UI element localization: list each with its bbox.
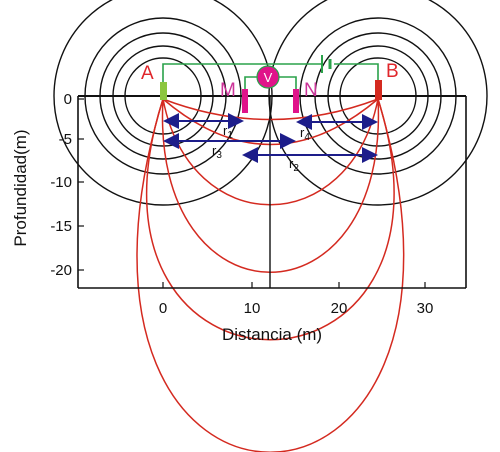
voltmeter-icon: V: [256, 65, 280, 89]
label-b: B: [386, 61, 399, 82]
x-axis-ticks: [162, 282, 426, 288]
plot-frame: [77, 95, 467, 289]
x-tick-30: 30: [417, 300, 434, 317]
electrode-b: [375, 80, 382, 100]
x-tick-10: 10: [244, 300, 261, 317]
y-tick-minus5: -5: [59, 131, 72, 148]
y-tick-minus15: -15: [50, 218, 72, 235]
y-axis-ticks: [78, 98, 84, 271]
label-r4: r4: [300, 125, 310, 143]
electrode-n: [293, 89, 299, 113]
y-tick-0: 0: [64, 91, 72, 108]
electrode-a: [160, 82, 167, 100]
x-axis-title: Distancia (m): [222, 325, 322, 344]
electrode-m: [242, 89, 248, 113]
label-r2: r2: [289, 156, 299, 174]
y-axis-title: Profundidad(m): [11, 129, 30, 246]
label-a: A: [141, 63, 154, 84]
label-r3: r3: [212, 143, 222, 161]
x-tick-0: 0: [159, 300, 167, 317]
label-n: N: [304, 80, 318, 101]
battery-icon: [321, 55, 332, 73]
y-tick-minus20: -20: [50, 262, 72, 279]
y-tick-minus10: -10: [50, 174, 72, 191]
label-r1: r1: [223, 123, 233, 141]
voltmeter-label: V: [264, 70, 273, 85]
distance-arrows: [163, 113, 378, 163]
x-tick-20: 20: [331, 300, 348, 317]
label-m: M: [220, 80, 236, 101]
